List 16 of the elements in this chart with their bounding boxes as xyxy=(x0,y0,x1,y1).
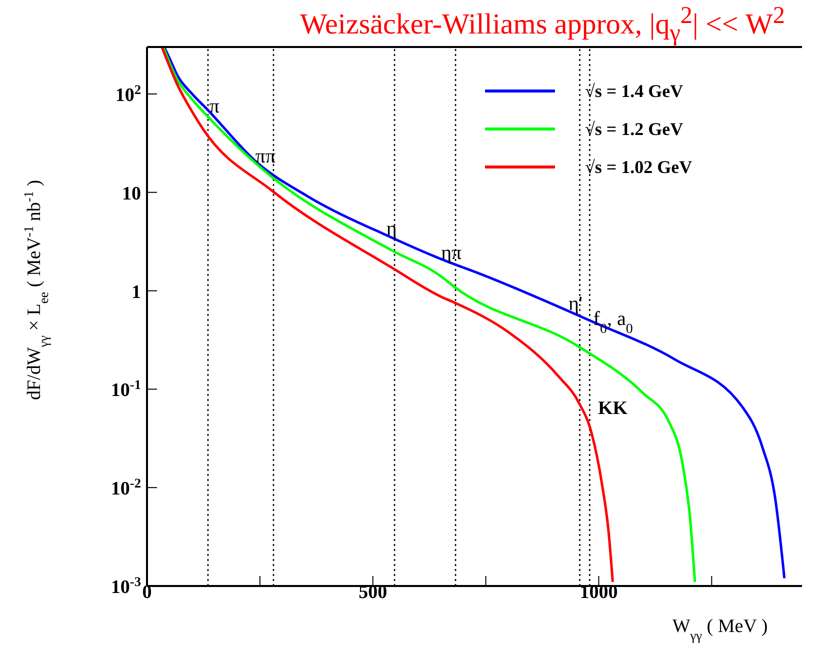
y-tick-label: 10$^{2}$ xyxy=(115,81,142,106)
legend-label: √s = 1.4 GeV xyxy=(585,80,684,102)
y-tick-label: 1 xyxy=(132,282,141,303)
annotation: ηπ xyxy=(441,242,462,264)
y-tick-label: 10$^{-2}$ xyxy=(110,475,142,500)
y-tick-label: 10 xyxy=(122,183,141,204)
annotation: KK xyxy=(598,398,628,420)
annotation: π xyxy=(209,95,220,118)
chart-title: Weizsäcker-Williams approx, |q$_{γ}$$^{2}$| << W$^{2}$ xyxy=(300,2,785,48)
legend-label: √s = 1.02 GeV xyxy=(585,156,692,178)
annotation: ππ xyxy=(255,146,276,168)
y-tick-label: 10$^{-1}$ xyxy=(110,376,141,402)
legend-label: √s = 1.2 GeV xyxy=(585,118,684,140)
x-axis-title: W$_{γγ}$ ( MeV ) xyxy=(672,616,768,642)
annotation: η' xyxy=(568,292,583,315)
y-tick-label: 10$^{-3}$ xyxy=(110,574,142,598)
